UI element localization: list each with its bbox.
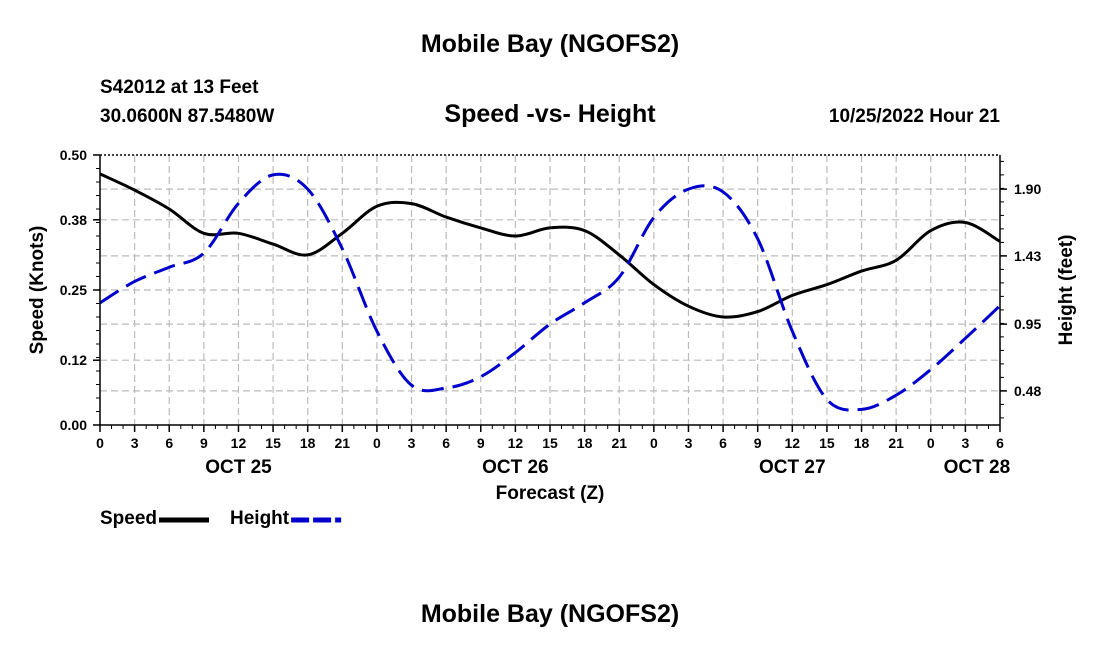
- x-tick-label: 21: [888, 435, 904, 451]
- forecast-datetime: 10/25/2022 Hour 21: [828, 106, 1000, 127]
- y-tick-label: 0.38: [60, 212, 87, 228]
- x-tick-label: 6: [442, 435, 450, 451]
- x-tick-label: 6: [719, 435, 727, 451]
- second-chart-title: Mobile Bay (NGOFS2): [420, 600, 680, 628]
- date-label: OCT 28: [944, 457, 1011, 478]
- x-tick-label: 0: [373, 435, 381, 451]
- x-tick-label: 3: [131, 435, 139, 451]
- y2-tick-label: 1.90: [1014, 181, 1041, 197]
- x-tick-label: 6: [165, 435, 173, 451]
- y-tick-label: 0.00: [60, 417, 87, 433]
- coordinates-label: 30.0600N 87.5480W: [100, 106, 275, 127]
- x-tick-label: 0: [96, 435, 104, 451]
- x-tick-label: 21: [335, 435, 351, 451]
- date-label: OCT 25: [205, 457, 272, 478]
- x-tick-label: 9: [477, 435, 485, 451]
- station-label: S42012 at 13 Feet: [100, 77, 259, 98]
- date-label: OCT 27: [759, 457, 826, 478]
- x-tick-label: 0: [650, 435, 658, 451]
- grid: [100, 154, 1000, 425]
- x-tick-label: 15: [542, 435, 558, 451]
- x-tick-label: 6: [996, 435, 1004, 451]
- x-tick-label: 3: [961, 435, 969, 451]
- x-tick-label: 9: [754, 435, 762, 451]
- date-label: OCT 26: [482, 457, 549, 478]
- y-axis-title: Speed (Knots): [27, 226, 48, 355]
- y-tick-label: 0.25: [60, 282, 87, 298]
- axes: 0 3 6 9 12 15 18 21 0 3 6 9 12 15 18 21 0 3 6 9 12 15 18 21 0 3 6 O…: [27, 147, 1077, 504]
- series-line-height: [99, 172, 1002, 412]
- x-tick-label: 18: [300, 435, 316, 451]
- legend-label-height: Height: [230, 508, 290, 529]
- x-tick-label: 18: [577, 435, 593, 451]
- x-tick-label: 12: [231, 435, 247, 451]
- x-tick-label: 15: [819, 435, 835, 451]
- speed-height-chart: 0 3 6 9 12 15 18 21 0 3 6 9 12 15 18 21 0 3 6 9 12 15 18 21 0 3 6 O…: [27, 147, 1077, 529]
- x-tick-label: 21: [611, 435, 627, 451]
- chart-subtitle: Speed -vs- Height: [444, 100, 656, 128]
- series-layer: [99, 172, 1002, 412]
- x-tick-label: 9: [200, 435, 208, 451]
- x-tick-label: 12: [785, 435, 801, 451]
- legend-label-speed: Speed: [100, 508, 157, 529]
- y-tick-label: 0.50: [60, 147, 87, 163]
- y2-tick-label: 1.43: [1014, 248, 1041, 264]
- y2-axis-title: Height (feet): [1056, 235, 1077, 346]
- x-tick-label: 3: [685, 435, 693, 451]
- x-tick-label: 12: [508, 435, 524, 451]
- x-tick-label: 15: [265, 435, 281, 451]
- x-tick-label: 0: [927, 435, 935, 451]
- y2-tick-label: 0.95: [1014, 316, 1041, 332]
- y-tick-label: 0.12: [60, 352, 87, 368]
- legend: Speed Height: [100, 508, 342, 529]
- series-line-speed: [99, 172, 1001, 319]
- x-tick-label: 18: [854, 435, 870, 451]
- x-axis-title: Forecast (Z): [496, 483, 605, 504]
- y2-tick-label: 0.48: [1014, 383, 1041, 399]
- x-tick-label: 3: [408, 435, 416, 451]
- chart-title: Mobile Bay (NGOFS2): [420, 30, 680, 58]
